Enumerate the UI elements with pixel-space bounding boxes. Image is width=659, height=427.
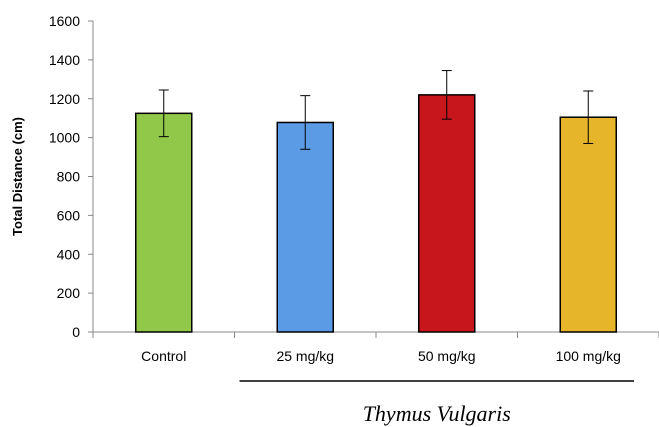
error-bar-1 xyxy=(158,89,169,138)
x-axis: Control 25 mg/kg 50 mg/kg 100 mg/kg xyxy=(92,331,659,364)
x-tick-label: 100 mg/kg xyxy=(556,348,621,364)
x-tick-label: Control xyxy=(141,348,186,364)
error-bar-3 xyxy=(441,70,452,120)
bar-2 xyxy=(276,121,334,333)
y-tick-label: 0 xyxy=(72,324,80,340)
y-tick-label: 800 xyxy=(57,169,81,185)
x-tick-label: 25 mg/kg xyxy=(276,348,334,364)
y-tick-label: 600 xyxy=(57,207,81,223)
x-tick-label: 50 mg/kg xyxy=(418,348,476,364)
bars xyxy=(135,94,617,333)
bar-3 xyxy=(418,94,476,333)
error-bar-2 xyxy=(300,95,311,150)
y-tick-label: 1400 xyxy=(49,52,80,68)
bar-4 xyxy=(559,116,617,333)
y-tick-label: 1000 xyxy=(49,130,80,146)
y-axis-label: Total Distance (cm) xyxy=(10,117,25,236)
y-tick-label: 1600 xyxy=(49,13,80,29)
y-tick-label: 200 xyxy=(57,285,81,301)
bar-1 xyxy=(135,112,193,333)
y-tick-label: 1200 xyxy=(49,91,80,107)
error-bars xyxy=(158,70,594,150)
y-axis: 0 200 400 600 800 1000 1200 1400 1600 xyxy=(49,13,94,340)
group-label: Thymus Vulgaris xyxy=(363,401,511,426)
y-tick-label: 400 xyxy=(57,246,81,262)
error-bar-4 xyxy=(583,90,594,144)
